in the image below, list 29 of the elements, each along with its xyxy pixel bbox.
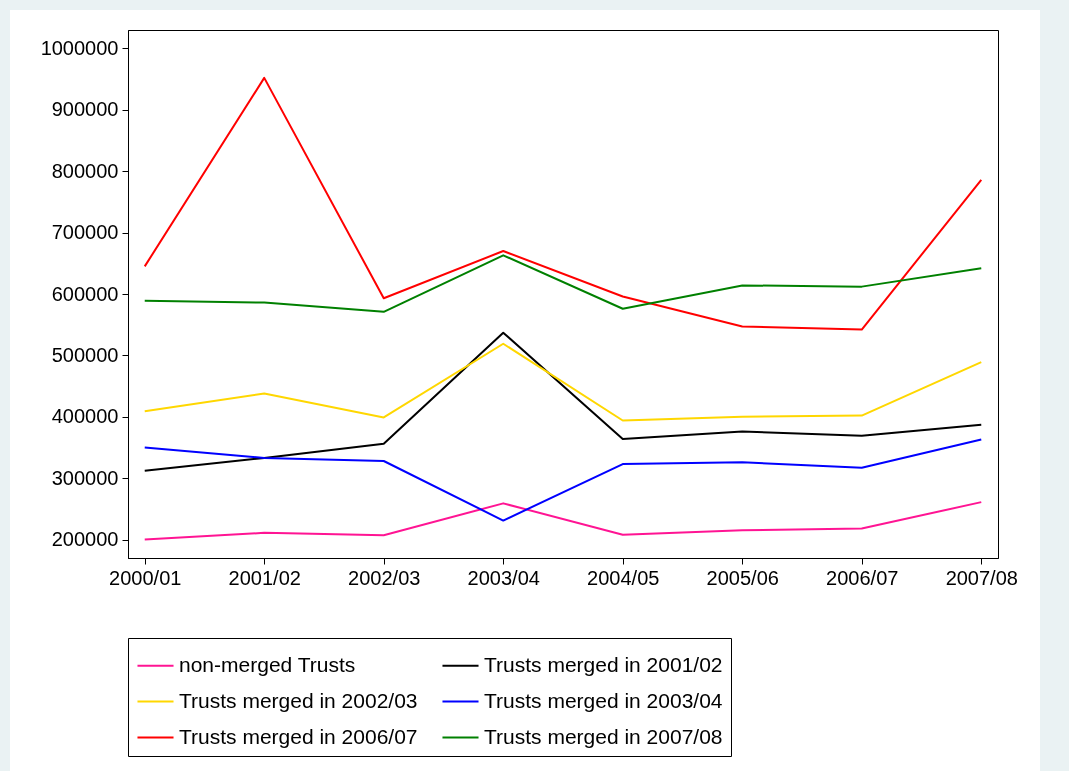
legend-label: non-merged Trusts	[179, 652, 356, 676]
x-tick-label: 2005/06	[706, 566, 779, 589]
y-tick-label: 500000	[51, 343, 119, 366]
x-tick-label: 2001/02	[228, 566, 301, 589]
x-tick-label: 2002/03	[348, 566, 421, 589]
legend-label: Trusts merged in 2003/04	[484, 688, 723, 712]
line-series	[143, 342, 983, 422]
x-tick-label: 2004/05	[587, 566, 660, 589]
y-tick-label: 700000	[51, 221, 119, 244]
line-series	[143, 331, 983, 472]
legend-label: Trusts merged in 2002/03	[179, 688, 418, 712]
line-series	[143, 501, 983, 541]
legend-label: Trusts merged in 2001/02	[484, 652, 723, 676]
line-series	[143, 438, 983, 522]
y-tick-label: 1000000	[40, 36, 119, 59]
y-tick-label: 600000	[51, 282, 119, 305]
x-tick-label: 2007/08	[945, 566, 1018, 589]
x-tick-label: 2000/01	[109, 566, 182, 589]
legend-label: Trusts merged in 2007/08	[484, 724, 723, 748]
line-series	[143, 76, 983, 331]
y-tick-label: 300000	[51, 466, 119, 489]
y-tick-label: 900000	[51, 98, 119, 121]
legend-label: Trusts merged in 2006/07	[179, 724, 418, 748]
line-series	[143, 254, 983, 313]
x-tick-label: 2003/04	[467, 566, 540, 589]
y-tick-label: 400000	[51, 405, 119, 428]
x-tick-label: 2006/07	[826, 566, 899, 589]
y-tick-label: 200000	[51, 528, 119, 551]
y-tick-label: 800000	[51, 159, 119, 182]
